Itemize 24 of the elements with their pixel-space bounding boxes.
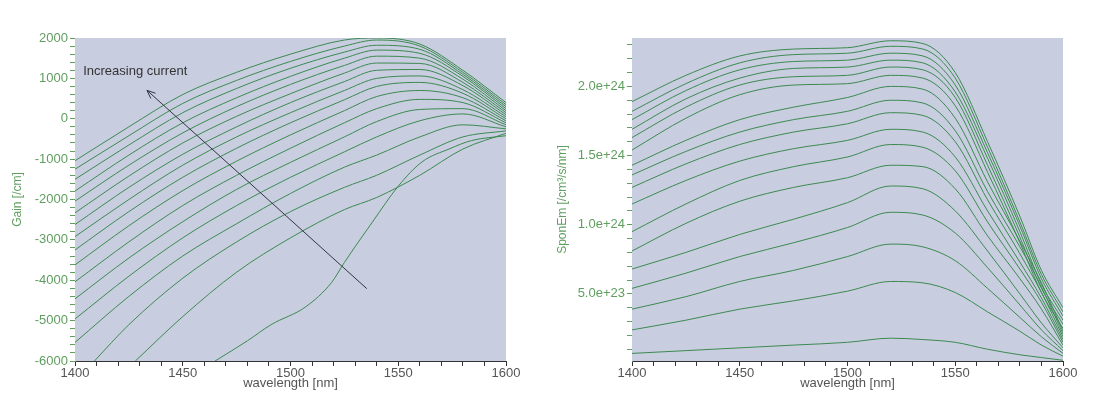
y-axis-title: SponEm [/cm³/s/nm]	[554, 145, 569, 254]
y-tick-label: 2.0e+24	[577, 77, 625, 93]
y-tick-label: -1000	[34, 150, 68, 166]
y-tick-label: 1000	[39, 69, 68, 85]
y-tick-label: -4000	[34, 271, 68, 287]
y-tick-label: 1.5e+24	[577, 147, 625, 163]
x-tick-label: 1450	[168, 365, 198, 381]
y-tick-label: -2000	[34, 191, 68, 207]
y-tick-label: 0	[60, 110, 68, 126]
annotation: Increasing current	[83, 62, 188, 78]
x-tick-label: 1550	[940, 365, 970, 381]
x-tick-label: 1600	[491, 365, 521, 381]
y-tick-label: 1.0e+24	[577, 216, 625, 232]
x-tick-label: 1400	[617, 365, 647, 381]
y-tick-label: -6000	[34, 352, 68, 368]
x-tick-label: 1400	[60, 365, 90, 381]
x-tick-label: 1550	[383, 365, 413, 381]
y-axis-title: Gain [/cm]	[9, 172, 24, 227]
x-tick-label: 1600	[1048, 365, 1078, 381]
y-tick-label: 5.0e+23	[577, 285, 625, 301]
y-tick-label: 2000	[39, 29, 68, 45]
y-tick-label: -3000	[34, 231, 68, 247]
y-tick-label: -5000	[34, 312, 68, 328]
x-tick-label: 1450	[725, 365, 755, 381]
